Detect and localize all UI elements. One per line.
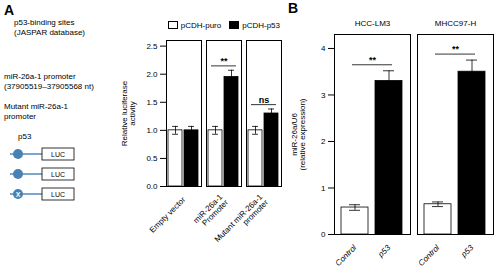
svg-text:2.0: 2.0 — [146, 70, 158, 79]
svg-text:1.5: 1.5 — [146, 98, 158, 107]
svg-text:p53: p53 — [376, 243, 393, 260]
svg-text:0.0: 0.0 — [146, 182, 158, 191]
svg-text:Mutant miR-26a-1promoter: Mutant miR-26a-1promoter — [213, 192, 271, 250]
svg-text:2.5: 2.5 — [146, 42, 158, 51]
svg-text:1: 1 — [321, 184, 326, 193]
svg-text:0: 0 — [321, 230, 326, 239]
svg-text:0.5: 0.5 — [146, 154, 158, 163]
svg-text:Empty vector: Empty vector — [148, 195, 188, 235]
svg-text:X: X — [16, 191, 21, 198]
svg-text:LUC: LUC — [51, 171, 65, 178]
svg-text:1.0: 1.0 — [146, 126, 158, 135]
svg-text:Control: Control — [334, 243, 359, 268]
svg-text:**: ** — [452, 44, 460, 54]
svg-text:**: ** — [369, 55, 377, 65]
svg-text:Control: Control — [417, 243, 442, 268]
svg-text:Relative luciferaseactivity: Relative luciferaseactivity — [120, 80, 137, 146]
svg-text:4: 4 — [321, 44, 326, 53]
svg-text:miR-26a/U6(relative expression: miR-26a/U6(relative expression) — [290, 98, 307, 170]
svg-text:LUC: LUC — [51, 151, 65, 158]
svg-text:ns: ns — [259, 95, 270, 105]
svg-text:p53: p53 — [459, 243, 476, 260]
svg-text:HCC-LM3: HCC-LM3 — [355, 19, 391, 28]
svg-text:2: 2 — [321, 137, 326, 146]
svg-text:MHCC97-H: MHCC97-H — [435, 19, 477, 28]
svg-text:**: ** — [220, 56, 228, 66]
svg-text:3: 3 — [321, 91, 326, 100]
svg-text:LUC: LUC — [51, 191, 65, 198]
